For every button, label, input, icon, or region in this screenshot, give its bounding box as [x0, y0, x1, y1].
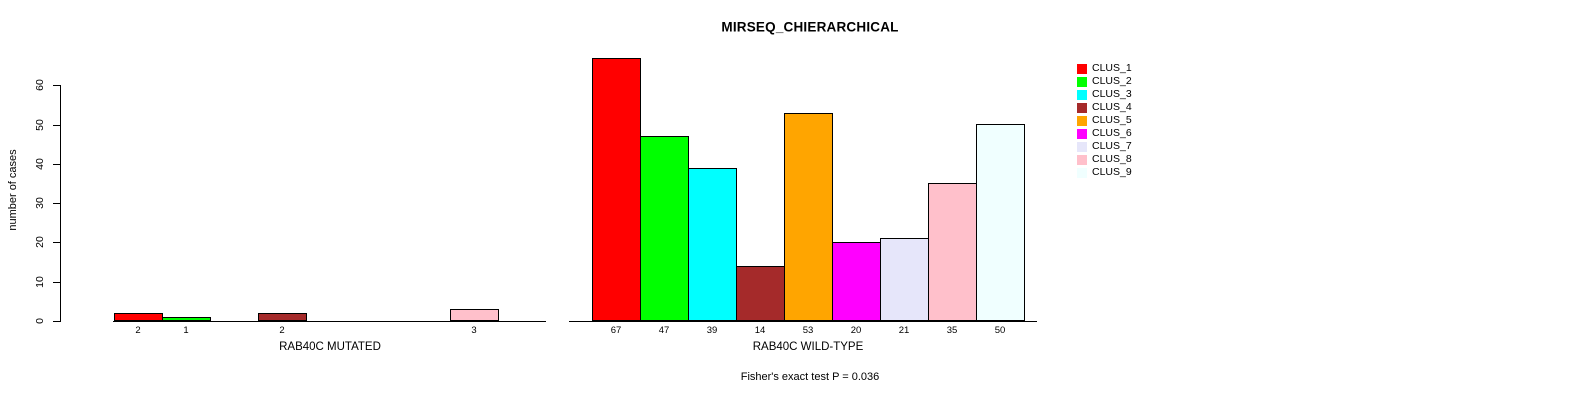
y-axis-tick-label: 60 [34, 79, 46, 92]
y-axis-label: number of cases [7, 149, 19, 231]
bar-value-label: 2 [279, 325, 285, 336]
legend-label-clus_8: CLUS_8 [1092, 153, 1132, 165]
bar-value-label: 21 [898, 325, 910, 336]
chart-title: MIRSEQ_CHIERARCHICAL [721, 19, 899, 35]
bar-value-label: 20 [850, 325, 862, 336]
bar-value-label: 47 [658, 325, 670, 336]
legend-label-clus_1: CLUS_1 [1092, 62, 1132, 74]
bar-value-label: 2 [135, 325, 141, 336]
bar-clus_3-wildtype [688, 168, 737, 321]
legend-swatch-clus_3 [1077, 90, 1087, 100]
bar-clus_1-mutated [114, 313, 163, 321]
y-axis-tick-label: 40 [34, 157, 46, 170]
legend-swatch-clus_8 [1077, 155, 1087, 165]
bar-clus_6-wildtype [832, 242, 881, 321]
y-axis-tick-label: 50 [34, 118, 46, 131]
bar-value-label: 67 [610, 325, 622, 336]
bar-value-label: 50 [994, 325, 1006, 336]
bar-clus_1-wildtype [592, 58, 641, 321]
bar-clus_4-mutated [258, 313, 307, 321]
bar-value-label: 35 [946, 325, 958, 336]
bar-value-label: 53 [802, 325, 814, 336]
legend-label-clus_6: CLUS_6 [1092, 127, 1132, 139]
legend-swatch-clus_7 [1077, 142, 1087, 152]
fisher-test-annotation: Fisher's exact test P = 0.036 [740, 371, 880, 383]
y-axis-tick [53, 85, 60, 87]
legend-swatch-clus_9 [1077, 168, 1087, 178]
bar-value-label: 14 [754, 325, 766, 336]
bar-clus_7-wildtype [880, 238, 929, 321]
legend-label-clus_9: CLUS_9 [1092, 166, 1132, 178]
y-axis-tick-label: 30 [34, 197, 46, 209]
bar-value-label: 3 [471, 325, 477, 336]
legend-swatch-clus_1 [1077, 64, 1087, 74]
bar-clus_4-wildtype [736, 266, 785, 321]
bar-clus_8-wildtype [928, 183, 977, 321]
legend-label-clus_7: CLUS_7 [1092, 140, 1132, 152]
legend-label-clus_3: CLUS_3 [1092, 88, 1132, 100]
x-axis-line-wildtype [569, 321, 1037, 322]
legend-swatch-clus_6 [1077, 129, 1087, 139]
y-axis-tick [53, 281, 60, 283]
y-axis-line [60, 85, 61, 322]
bar-clus_5-wildtype [784, 113, 833, 321]
legend-label-clus_4: CLUS_4 [1092, 101, 1132, 113]
bar-value-label: 39 [706, 325, 718, 336]
bar-clus_9-wildtype [976, 124, 1025, 321]
legend-label-clus_5: CLUS_5 [1092, 114, 1132, 126]
legend-swatch-clus_2 [1077, 77, 1087, 87]
y-axis-tick [53, 321, 60, 322]
bar-clus_8-mutated [450, 309, 499, 321]
x-axis-label-mutated: RAB40C MUTATED [279, 341, 381, 353]
bar-clus_2-mutated [162, 317, 211, 321]
bar-value-label: 1 [183, 325, 189, 336]
legend-label-clus_2: CLUS_2 [1092, 75, 1132, 87]
bar-clus_2-wildtype [640, 136, 689, 321]
y-axis-tick-label: 20 [34, 236, 46, 249]
y-axis-tick [53, 124, 60, 126]
legend-swatch-clus_4 [1077, 103, 1087, 113]
y-axis-tick-label: 0 [34, 318, 46, 324]
x-axis-line-mutated [113, 321, 546, 322]
y-axis-tick-label: 10 [34, 275, 46, 288]
y-axis-tick [53, 203, 60, 205]
legend-swatch-clus_5 [1077, 116, 1087, 126]
y-axis-tick [53, 242, 60, 244]
y-axis-tick [53, 163, 60, 165]
x-axis-label-wildtype: RAB40C WILD-TYPE [752, 341, 864, 353]
